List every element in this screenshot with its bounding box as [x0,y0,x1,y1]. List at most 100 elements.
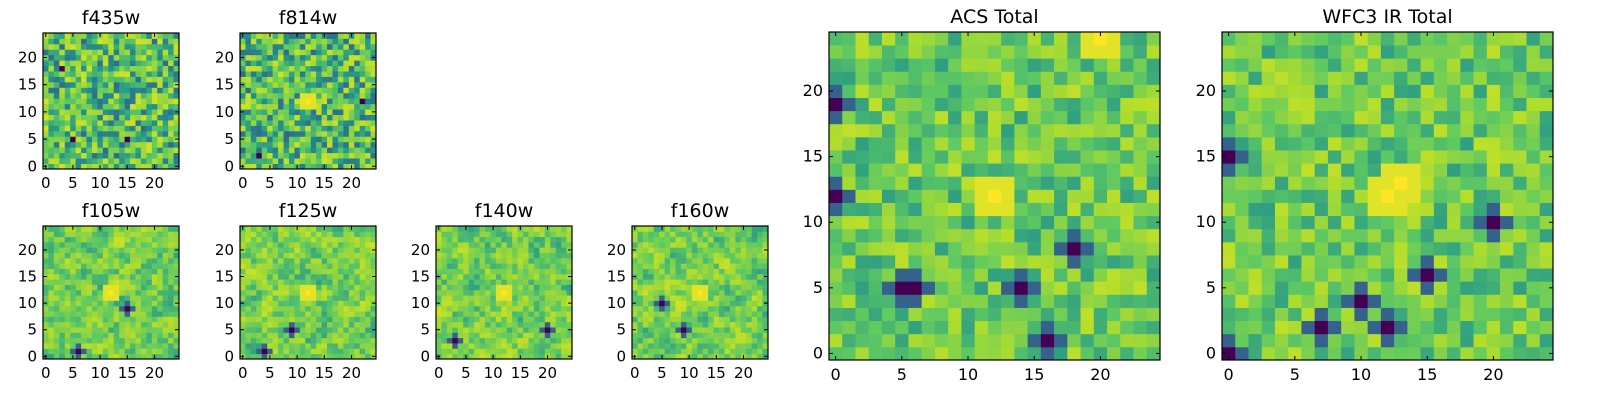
heatmap-cell [332,147,339,154]
heatmap-cell [97,141,104,148]
heatmap-cell [278,38,284,45]
heatmap-cell [299,120,306,126]
heatmap-cell [91,103,98,110]
heatmap-cell [523,305,529,312]
heatmap-cell [729,300,736,307]
heatmap-cell [256,311,263,317]
heatmap-cell [359,92,366,99]
heatmap-cell [305,87,312,94]
heatmap-cell [632,316,638,323]
heatmap-cell [283,136,290,143]
heatmap-cell [501,353,508,360]
heatmap-cell [501,343,508,349]
heatmap-cell [245,158,252,164]
heatmap-cell [881,320,896,335]
heatmap-cell [130,54,136,61]
heatmap-cell [256,120,263,126]
heatmap-cell [1146,163,1161,177]
heatmap-cell [108,353,115,360]
heatmap-cell [452,295,459,301]
heatmap-cell [702,257,709,264]
heatmap-cell [278,252,284,259]
heatmap-cell [1107,333,1121,348]
heatmap-cell [697,257,704,264]
x-tick-label: 15 [315,364,334,382]
heatmap-cell [135,152,142,159]
heatmap-cell [561,273,567,280]
heatmap-cell [670,289,676,296]
heatmap-cell [288,103,295,110]
heatmap-cell [119,65,125,72]
heatmap-cell [961,307,976,322]
heatmap-cell [637,268,644,275]
heatmap-cell [354,49,361,56]
heatmap-cell [108,241,115,248]
heatmap-cell [119,231,125,238]
heatmap-cell [484,289,491,296]
heatmap-cell [48,305,55,312]
heatmap-cell [757,284,763,291]
y-tick-label: 20 [18,48,37,66]
heatmap-cell [702,279,709,285]
heatmap-cell [151,54,158,61]
heatmap-cell [124,60,131,67]
heatmap-cell [1367,307,1382,322]
heatmap-cell [359,87,366,94]
heatmap-cell [135,284,142,291]
heatmap-cell [299,92,306,99]
x-tick-label: 5 [657,364,667,382]
heatmap-cell [113,311,120,317]
heatmap-cell [337,273,344,280]
heatmap-cell [337,125,344,132]
heatmap-cell [48,120,55,126]
heatmap-cell [544,284,551,291]
heatmap-cell [1248,163,1263,177]
heatmap-cell [294,311,301,317]
heatmap-cell [91,257,98,264]
heatmap-cell [697,252,704,259]
heatmap-cell [686,241,693,248]
heatmap-cell [64,279,71,285]
heatmap-cell [168,348,174,355]
heatmap-cell [1447,163,1461,177]
heatmap-cell [637,273,644,280]
heatmap-cell [113,130,120,137]
heatmap-cell [702,295,709,301]
heatmap-cell [359,71,366,77]
heatmap-cell [48,109,55,115]
heatmap-cell [637,247,644,253]
heatmap-cell [762,321,769,328]
heatmap-cell [881,71,896,85]
heatmap-cell [70,60,77,67]
heatmap-cell [664,226,671,232]
heatmap-cell [561,321,567,328]
heatmap-cell [359,284,366,291]
heatmap-cell [321,43,328,50]
heatmap-cell [740,295,747,301]
heatmap-cell [130,76,136,83]
heatmap-cell [278,147,284,154]
heatmap-cell [53,65,60,72]
heatmap-cell [1460,255,1474,269]
heatmap-cell [91,65,98,72]
heatmap-cell [151,247,158,253]
heatmap-cell [310,327,317,333]
heatmap-cell [97,54,104,61]
heatmap-cell [1486,189,1501,203]
heatmap-cell [53,141,60,148]
heatmap-cell [539,226,546,232]
heatmap-cell [75,120,82,126]
heatmap-cell [354,263,361,269]
heatmap-cell [97,348,104,355]
heatmap-cell [452,257,459,264]
heatmap-cell [151,257,158,264]
heatmap-cell [561,316,567,323]
heatmap-cell [86,252,93,259]
heatmap-cell [70,136,77,143]
heatmap-cell [934,268,949,282]
heatmap-cell [365,231,371,238]
heatmap-cell [746,343,753,349]
heatmap-cell [1093,320,1108,335]
heatmap-cell [1014,84,1028,98]
heatmap-cell [327,136,333,143]
